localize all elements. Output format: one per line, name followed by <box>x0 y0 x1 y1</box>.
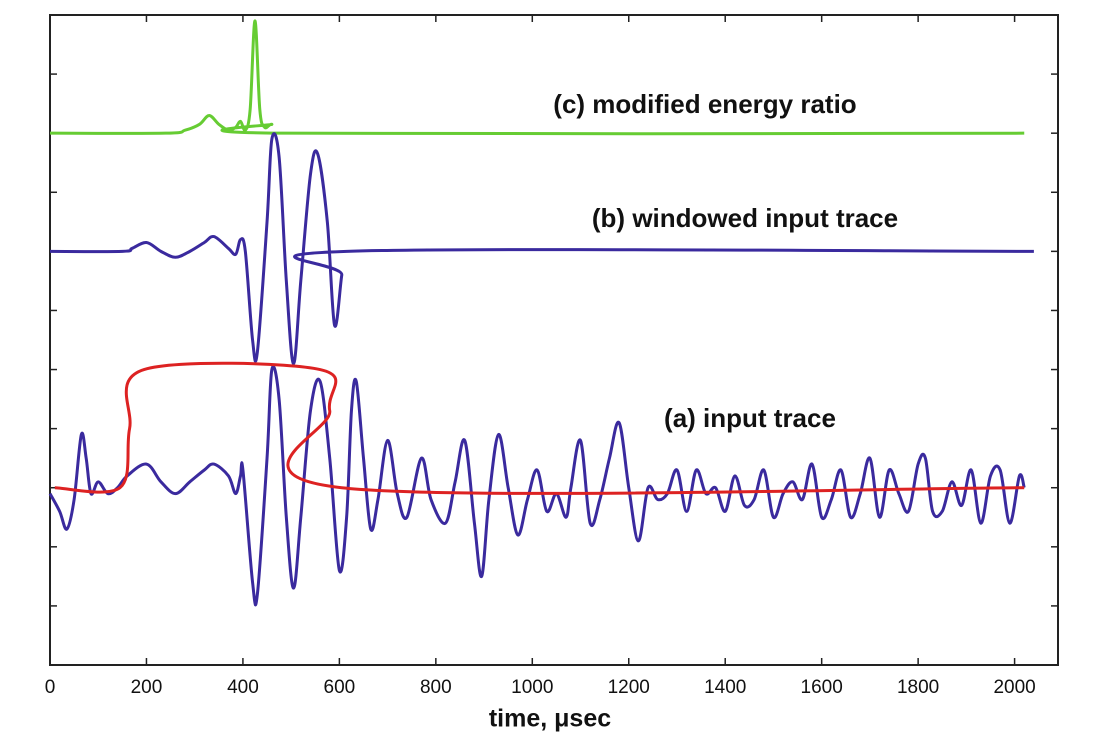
x-tick-label: 0 <box>45 677 56 698</box>
x-tick-label: 1800 <box>897 677 939 698</box>
x-axis-label: time, μsec <box>489 705 611 733</box>
trace-label: (a) input trace <box>664 403 836 433</box>
trace-line <box>54 361 1025 495</box>
x-tick-label: 200 <box>131 677 163 698</box>
trace-label: (c) modified energy ratio <box>553 89 856 119</box>
x-tick-label: 1000 <box>511 677 553 698</box>
x-tick-label: 2000 <box>993 677 1035 698</box>
plot-frame <box>49 14 1059 666</box>
x-tick-label: 1400 <box>704 677 746 698</box>
x-tick-label: 400 <box>227 677 259 698</box>
x-tick-label: 600 <box>324 677 356 698</box>
trace-line <box>49 132 1034 366</box>
x-tick-label: 1600 <box>801 677 843 698</box>
trace-line <box>48 365 1026 607</box>
trace-line <box>49 19 1025 136</box>
x-tick-label: 1200 <box>608 677 650 698</box>
x-tick-label: 800 <box>420 677 452 698</box>
trace-label: (b) windowed input trace <box>592 203 898 233</box>
